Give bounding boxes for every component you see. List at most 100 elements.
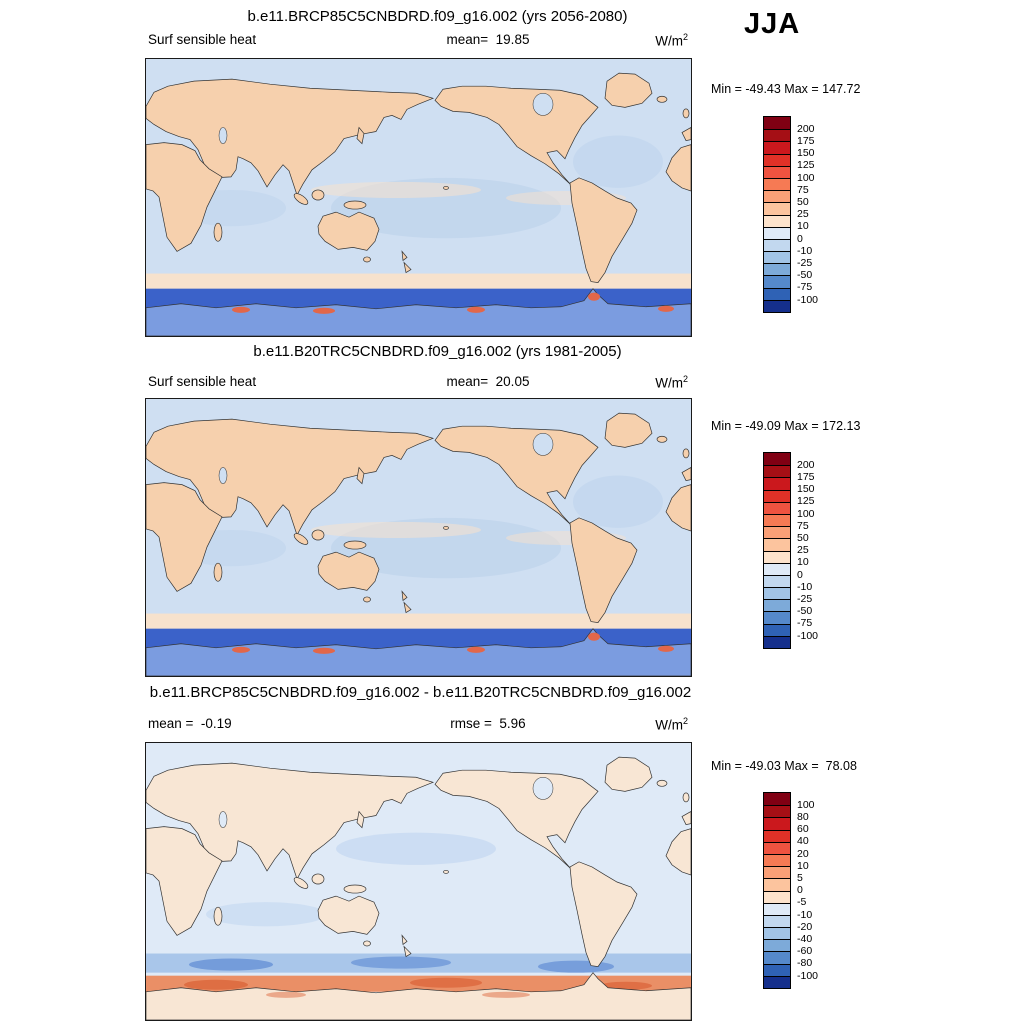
colorbar-cell: [764, 526, 790, 539]
panel-subhead-20tr: Surf sensible heat mean= 20.05 W/m2: [148, 374, 688, 391]
colorbar-cell: [764, 214, 790, 227]
colorbar-cell: [764, 599, 790, 612]
mean-value: mean= 20.05: [446, 374, 530, 389]
colorbar-cell: [764, 853, 790, 867]
colorbar-cell: [764, 914, 790, 928]
colorbar-20tr: 200 175 150 125 100 75 50 25 10 0 -10 -25 -50 -75 -100: [763, 452, 818, 650]
colorbar-cell: [764, 623, 790, 636]
colorbar-tick-label: -75: [797, 281, 813, 294]
colorbar-difference: 100 80 60 40 20 10 5 0 -5 -10 -20 -40 -60 -80 -100: [763, 792, 818, 990]
minmax-label-difference: Min = -49.03 Max = 78.08: [711, 759, 857, 773]
colorbar-tick-label: 125: [797, 495, 815, 508]
colorbar-tick-label: -100: [797, 629, 819, 642]
colorbar-tick-label: -10: [797, 244, 813, 257]
panel-subhead-difference: mean = -0.19 rmse = 5.96 W/m2: [148, 716, 688, 733]
colorbar-cell: [764, 453, 790, 466]
colorbar-tick-label: 10: [797, 859, 809, 872]
colorbar-tick-label: -10: [797, 580, 813, 593]
colorbar-cell: [764, 574, 790, 588]
colorbar-cell: [764, 841, 790, 854]
colorbar-cell: [764, 878, 790, 891]
colorbar-tick-label: -25: [797, 256, 813, 269]
colorbar-tick-label: 100: [797, 171, 815, 184]
colorbar-cell: [764, 275, 790, 288]
colorbar-cell: [764, 793, 790, 806]
map-20tr: [145, 398, 692, 677]
colorbar-cell: [764, 538, 790, 551]
colorbar-cell: [764, 477, 790, 490]
colorbar-rcp85: 200 175 150 125 100 75 50 25 10 0 -10 -25 -50 -75 -100: [763, 116, 818, 314]
colorbar-tick-label: 40: [797, 835, 809, 848]
colorbar-cell: [764, 927, 790, 940]
colorbar-tick-label: -75: [797, 617, 813, 630]
colorbar-tick-label: 0: [797, 568, 803, 581]
colorbar-tick-label: 200: [797, 458, 815, 471]
colorbar-tick-label: -50: [797, 269, 813, 282]
panel-subhead-rcp85: Surf sensible heat mean= 19.85 W/m2: [148, 32, 688, 49]
colorbar-cell: [764, 611, 790, 624]
map-rcp85: [145, 58, 692, 337]
colorbar-cell: [764, 866, 790, 879]
colorbar-cell: [764, 951, 790, 964]
colorbar-tick-label: 100: [797, 507, 815, 520]
colorbar-cell: [764, 117, 790, 130]
colorbar-tick-label: 10: [797, 220, 809, 233]
colorbar-tick-label: 200: [797, 122, 815, 135]
colorbar-cell: [764, 251, 790, 264]
colorbar-cell: [764, 939, 790, 952]
colorbar-cell: [764, 226, 790, 239]
colorbar-tick-label: -100: [797, 969, 819, 982]
colorbar-tick-label: -5: [797, 896, 807, 909]
colorbar-tick-label: 5: [797, 871, 803, 884]
colorbar-tick-label: -80: [797, 957, 813, 970]
colorbar-cell: [764, 890, 790, 903]
units-label: W/m2: [655, 716, 688, 733]
colorbar-cell: [764, 238, 790, 252]
minmax-label-20tr: Min = -49.09 Max = 172.13: [711, 419, 861, 433]
colorbar-cell: [764, 190, 790, 203]
colorbar-tick-label: -25: [797, 592, 813, 605]
colorbar-cell: [764, 489, 790, 502]
colorbar-cell: [764, 501, 790, 514]
colorbar-tick-label: 100: [797, 798, 815, 811]
colorbar-tick-label: 175: [797, 470, 815, 483]
colorbar-tick-label: 50: [797, 531, 809, 544]
colorbar-cell: [764, 465, 790, 478]
colorbar-cell: [764, 263, 790, 276]
colorbar-cell: [764, 129, 790, 142]
colorbar-tick-label: 10: [797, 556, 809, 569]
colorbar-tick-label: -100: [797, 293, 819, 306]
colorbar-cell: [764, 177, 790, 191]
colorbar-cell: [764, 635, 790, 648]
colorbar-cell: [764, 817, 790, 830]
colorbar-tick-label: -50: [797, 605, 813, 618]
colorbar-cell: [764, 562, 790, 575]
colorbar-tick-label: 50: [797, 195, 809, 208]
colorbar-tick-label: 125: [797, 159, 815, 172]
minmax-label-rcp85: Min = -49.43 Max = 147.72: [711, 82, 861, 96]
colorbar-tick-label: 0: [797, 232, 803, 245]
panel-title-20tr: b.e11.B20TRC5CNBDRD.f09_g16.002 (yrs 198…: [253, 343, 622, 360]
season-label: JJA: [744, 8, 801, 40]
colorbar-tick-label: -60: [797, 945, 813, 958]
colorbar-cell: [764, 287, 790, 300]
colorbar-tick-label: 25: [797, 208, 809, 221]
units-label: W/m2: [655, 32, 688, 49]
colorbar-cell: [764, 153, 790, 166]
colorbar-cell: [764, 963, 790, 976]
colorbar-cell: [764, 202, 790, 215]
mean-value: mean= 19.85: [446, 32, 530, 47]
colorbar-cell: [764, 513, 790, 527]
colorbar-cell: [764, 829, 790, 842]
colorbar-tick-label: 80: [797, 810, 809, 823]
colorbar-tick-label: 150: [797, 483, 815, 496]
mean-value: mean = -0.19: [148, 716, 232, 731]
colorbar-cell: [764, 141, 790, 154]
field-label: Surf sensible heat: [148, 374, 257, 389]
colorbar-cell: [764, 805, 790, 818]
colorbar-tick-label: 175: [797, 134, 815, 147]
colorbar-tick-label: 75: [797, 519, 809, 532]
panel-title-difference: b.e11.BRCP85C5CNBDRD.f09_g16.002 - b.e11…: [149, 684, 692, 701]
colorbar-tick-label: 150: [797, 147, 815, 160]
